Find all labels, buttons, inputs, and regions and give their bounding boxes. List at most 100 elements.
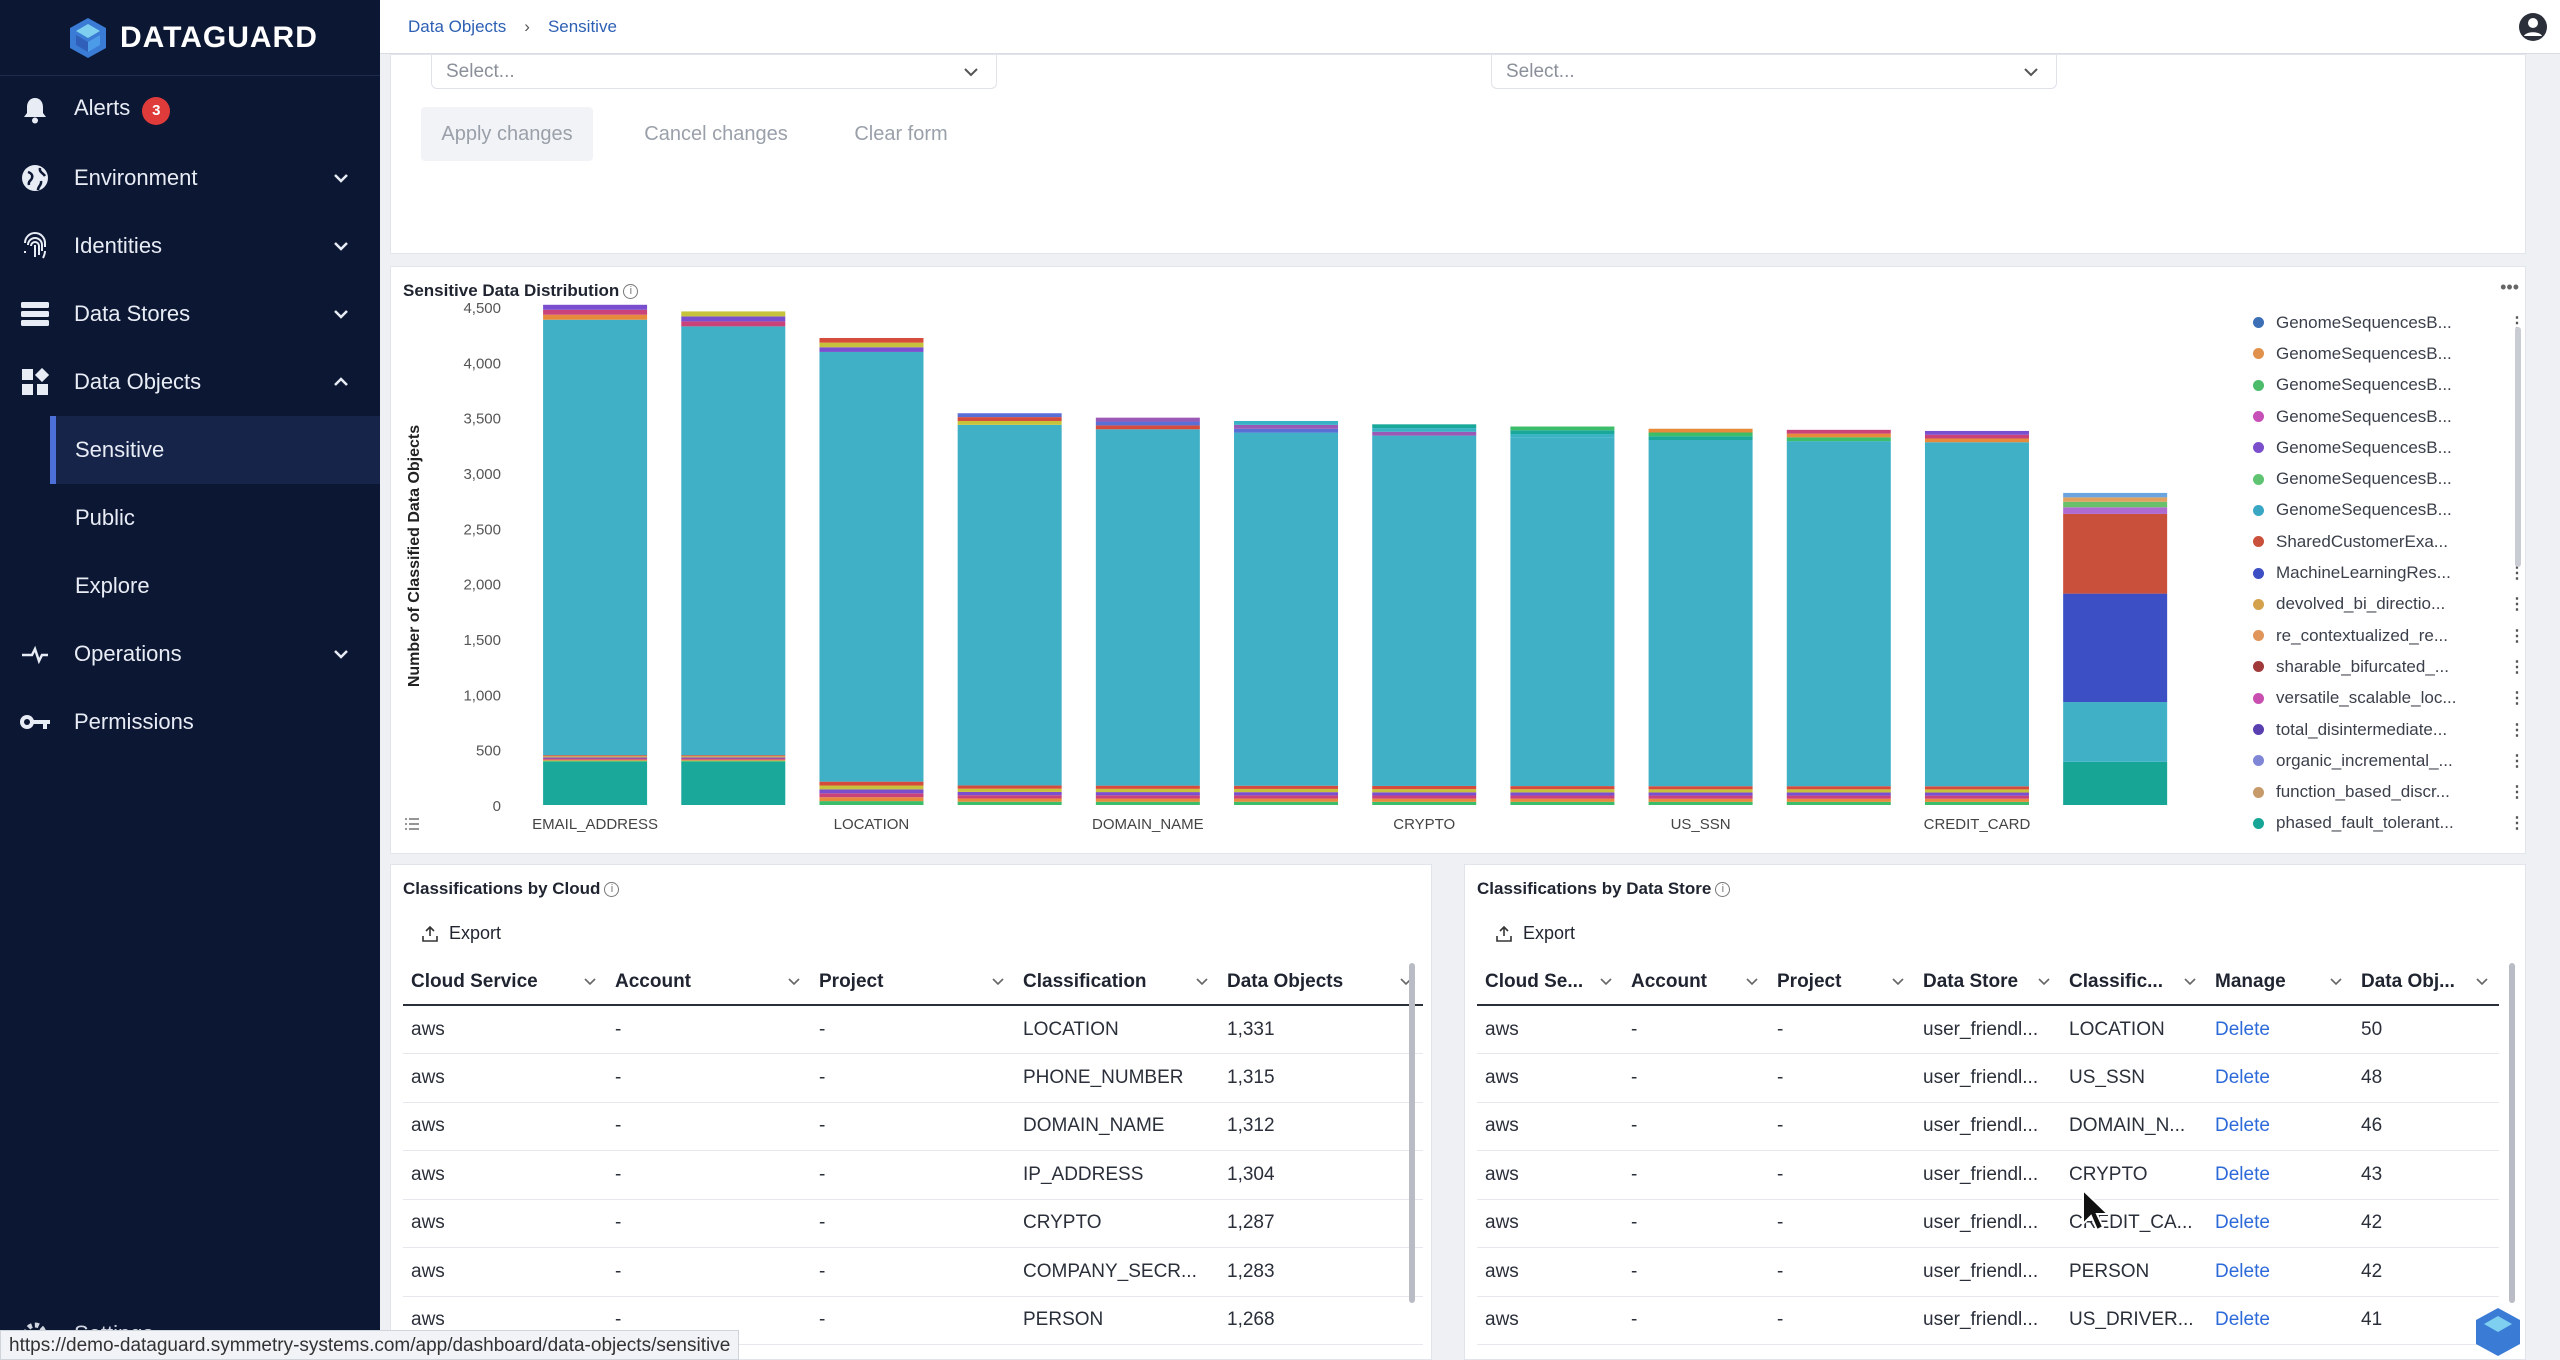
chevron-down-icon[interactable] <box>332 645 350 663</box>
column-header[interactable]: Data Store <box>1915 959 2061 1006</box>
table-row[interactable]: aws - - user_friendl... US_SSN Delete 48 <box>1477 1053 2499 1103</box>
table-row[interactable]: aws - - user_friendl... CRYPTO Delete 43 <box>1477 1150 2499 1200</box>
cancel-changes-button[interactable]: Cancel changes <box>644 122 788 145</box>
delete-link[interactable]: Delete <box>2207 1150 2353 1200</box>
clear-form-button[interactable]: Clear form <box>854 122 948 145</box>
legend-item[interactable]: phased_fault_tolerant... ⋮ <box>2253 808 2523 839</box>
column-header[interactable]: Project <box>811 959 1015 1006</box>
cloud-table-scrollbar[interactable] <box>1409 963 1415 1303</box>
nav-data-stores[interactable]: Data Stores <box>0 280 380 348</box>
chevron-down-icon[interactable] <box>332 237 350 255</box>
legend-item[interactable]: GenomeSequencesB...⋮ <box>2253 338 2523 369</box>
more-vert-icon[interactable]: ⋮ <box>2509 752 2523 770</box>
nav-environment[interactable]: Environment <box>0 144 380 212</box>
user-account-icon[interactable] <box>2518 12 2548 42</box>
table-row[interactable]: aws - - PERSON 1,268 <box>403 1296 1423 1345</box>
table-row[interactable]: aws - - CRYPTO 1,287 <box>403 1199 1423 1248</box>
column-header[interactable]: Account <box>607 959 811 1006</box>
chevron-down-icon[interactable] <box>2475 975 2489 989</box>
legend-item[interactable]: GenomeSequencesB...⋮ <box>2253 495 2523 526</box>
apply-changes-button[interactable]: Apply changes <box>421 107 593 161</box>
legend-item[interactable]: GenomeSequencesB...⋮ <box>2253 432 2523 463</box>
more-vert-icon[interactable]: ⋮ <box>2509 658 2523 676</box>
legend-item[interactable]: GenomeSequencesB...⋮ <box>2253 307 2523 338</box>
legend-item[interactable]: devolved_bi_directio... ⋮ <box>2253 589 2523 620</box>
brand-logo[interactable]: DATAGUARD <box>0 0 380 76</box>
column-header[interactable]: Classification <box>1015 959 1219 1006</box>
chevron-down-icon[interactable] <box>332 169 350 187</box>
legend-item[interactable]: SharedCustomerExa...⋮ <box>2253 526 2523 557</box>
column-header[interactable]: Classific... <box>2061 959 2207 1006</box>
table-row[interactable]: aws - - PHONE_NUMBER 1,315 <box>403 1053 1423 1103</box>
more-vert-icon[interactable]: ⋮ <box>2509 565 2523 583</box>
table-row[interactable]: aws - - user_friendl... DOMAIN_N... Delete 46 <box>1477 1102 2499 1151</box>
legend-item[interactable]: total_disintermediate... ⋮ <box>2253 714 2523 745</box>
delete-link[interactable]: Delete <box>2207 1005 2353 1054</box>
chevron-down-icon[interactable] <box>1599 975 1613 989</box>
sidebar-item-sensitive[interactable]: Sensitive <box>50 416 380 484</box>
column-header[interactable]: Data Objects <box>1219 959 1423 1006</box>
more-vert-icon[interactable]: ⋮ <box>2509 596 2523 614</box>
chevron-down-icon[interactable] <box>2183 975 2197 989</box>
nav-alerts[interactable]: Alerts 3 <box>0 76 380 144</box>
filter-select-right[interactable]: Select... <box>1491 55 2057 89</box>
column-header[interactable]: Account <box>1623 959 1769 1006</box>
legend-item[interactable]: operative_backgroun...⋮ <box>2253 839 2523 843</box>
breadcrumb-data-objects[interactable]: Data Objects <box>408 16 507 36</box>
chevron-down-icon[interactable] <box>1745 975 1759 989</box>
column-header[interactable]: Data Obj... <box>2353 959 2499 1006</box>
more-vert-icon[interactable]: ⋮ <box>2509 627 2523 645</box>
nav-operations[interactable]: Operations <box>0 620 380 688</box>
info-icon[interactable]: i <box>1715 882 1731 898</box>
column-header[interactable]: Cloud Service <box>403 959 607 1006</box>
legend-scrollbar[interactable] <box>2515 327 2521 567</box>
column-header[interactable]: Cloud Se... <box>1477 959 1623 1006</box>
legend-item[interactable]: versatile_scalable_loc... ⋮ <box>2253 683 2523 714</box>
column-header[interactable]: Manage <box>2207 959 2353 1006</box>
more-vert-icon[interactable]: ⋮ <box>2509 690 2523 708</box>
legend-item[interactable]: function_based_discr... ⋮ <box>2253 776 2523 807</box>
chevron-down-icon[interactable] <box>2037 975 2051 989</box>
chevron-down-icon[interactable] <box>2329 975 2343 989</box>
column-header[interactable]: Project <box>1769 959 1915 1006</box>
info-icon[interactable]: i <box>623 284 639 300</box>
more-vert-icon[interactable]: ⋮ <box>2509 815 2523 833</box>
chevron-down-icon[interactable] <box>787 975 801 989</box>
legend-item[interactable]: organic_incremental_... ⋮ <box>2253 745 2523 776</box>
chevron-down-icon[interactable] <box>583 975 597 989</box>
table-row[interactable]: aws - - user_friendl... US_DRIVER... Delete 41 <box>1477 1296 2499 1345</box>
legend-item[interactable]: sharable_bifurcated_... ⋮ <box>2253 651 2523 682</box>
chevron-down-icon[interactable] <box>332 305 350 323</box>
legend-item[interactable]: GenomeSequencesB...⋮ <box>2253 463 2523 494</box>
chevron-up-icon[interactable] <box>332 373 350 391</box>
legend-item[interactable]: GenomeSequencesB...⋮ <box>2253 401 2523 432</box>
sidebar-item-public[interactable]: Public <box>75 505 135 530</box>
table-row[interactable]: aws - - COMPANY_SECR... 1,283 <box>403 1247 1423 1297</box>
nav-permissions[interactable]: Permissions <box>0 688 380 756</box>
filter-select-left[interactable]: Select... <box>431 55 997 89</box>
table-row[interactable]: aws - - user_friendl... LOCATION Delete 50 <box>1477 1005 2499 1054</box>
table-row[interactable]: aws - - user_friendl... CREDIT_CA... Delete 42 <box>1477 1199 2499 1248</box>
table-row[interactable]: aws - - IP_ADDRESS 1,304 <box>403 1150 1423 1200</box>
delete-link[interactable]: Delete <box>2207 1053 2353 1103</box>
delete-link[interactable]: Delete <box>2207 1199 2353 1248</box>
table-row[interactable]: aws - - DOMAIN_NAME 1,312 <box>403 1102 1423 1151</box>
more-vert-icon[interactable]: ⋮ <box>2509 721 2523 739</box>
chevron-down-icon[interactable] <box>991 975 1005 989</box>
store-table-scrollbar[interactable] <box>2509 963 2515 1303</box>
more-vert-icon[interactable]: ⋮ <box>2509 784 2523 802</box>
delete-link[interactable]: Delete <box>2207 1247 2353 1297</box>
nav-data-objects[interactable]: Data Objects <box>0 348 380 416</box>
chevron-down-icon[interactable] <box>1891 975 1905 989</box>
cloud-export-button[interactable]: Export <box>421 923 501 944</box>
legend-item[interactable]: MachineLearningRes... ⋮ <box>2253 557 2523 588</box>
legend-item[interactable]: re_contextualized_re... ⋮ <box>2253 620 2523 651</box>
list-icon[interactable] <box>403 815 421 833</box>
table-row[interactable]: aws - - user_friendl... PERSON Delete 42 <box>1477 1247 2499 1297</box>
delete-link[interactable]: Delete <box>2207 1296 2353 1345</box>
table-row[interactable]: aws - - LOCATION 1,331 <box>403 1005 1423 1054</box>
sidebar-item-explore[interactable]: Explore <box>75 573 150 598</box>
breadcrumb-sensitive[interactable]: Sensitive <box>547 16 617 36</box>
chevron-down-icon[interactable] <box>1195 975 1209 989</box>
legend-item[interactable]: GenomeSequencesB...⋮ <box>2253 370 2523 401</box>
